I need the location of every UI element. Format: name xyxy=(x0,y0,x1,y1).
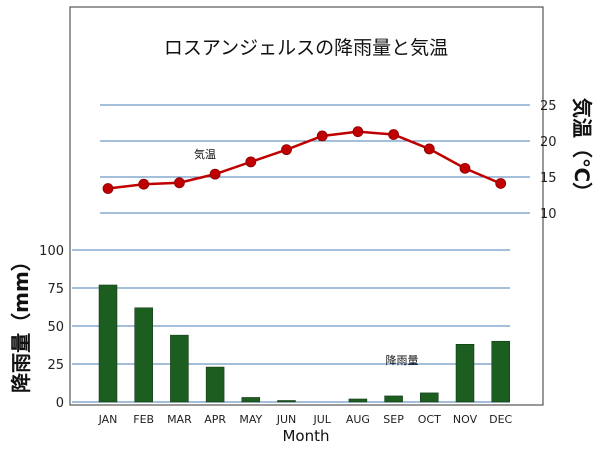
month-tick-label: AUG xyxy=(346,413,370,426)
month-tick-label: MAR xyxy=(167,413,192,426)
temperature-point xyxy=(209,168,221,180)
precipitation-bar xyxy=(277,400,296,403)
plot-frame xyxy=(69,6,544,406)
precipitation-bar xyxy=(170,334,189,403)
temperature-line xyxy=(107,130,502,190)
temperature-point xyxy=(102,183,114,194)
month-tick-label: NOV xyxy=(453,413,478,426)
precipitation-tick-label: 25 xyxy=(47,358,64,373)
precipitation-bar xyxy=(241,397,261,403)
month-tick-label: APR xyxy=(204,413,226,426)
temperature-point xyxy=(495,178,507,189)
x-axis-title: Month xyxy=(282,427,329,445)
temperature-point xyxy=(352,126,364,138)
precipitation-bar xyxy=(491,340,510,403)
temperature-series-label: 気温 xyxy=(194,147,216,161)
precipitation-tick-label: 50 xyxy=(47,320,64,335)
temperature-point xyxy=(316,130,328,142)
month-tick-label: JAN xyxy=(98,413,118,426)
precipitation-bar xyxy=(455,343,475,403)
temperature-series xyxy=(102,126,507,194)
month-tick-labels: JAN FEB MAR APR MAY JUN JUL AUG SEP OCT NOV DEC xyxy=(98,413,513,426)
precipitation-series-label: 降雨量 xyxy=(386,353,419,367)
temperature-axis-title: 気温（℃） xyxy=(570,98,594,202)
temperature-tick-label: 25 xyxy=(540,99,557,114)
precipitation-tick-label: 0 xyxy=(56,396,64,411)
month-tick-label: SEP xyxy=(383,413,404,426)
month-tick-label: JUN xyxy=(276,413,297,426)
month-tick-label: FEB xyxy=(133,413,154,426)
month-tick-label: OCT xyxy=(418,413,441,426)
temperature-tick-label: 20 xyxy=(540,135,557,150)
temperature-point xyxy=(245,156,257,168)
precipitation-tick-labels: 0 25 50 75 100 xyxy=(39,244,64,411)
temperature-point xyxy=(388,129,400,140)
precipitation-bars xyxy=(98,284,510,403)
temperature-tick-labels: 10 15 20 25 xyxy=(540,99,557,222)
month-tick-label: MAY xyxy=(239,413,262,426)
temperature-point xyxy=(138,178,150,190)
temperature-point xyxy=(423,143,435,155)
precipitation-bar xyxy=(420,392,439,403)
precipitation-axis-title: 降雨量（mm） xyxy=(9,251,33,393)
precipitation-tick-label: 100 xyxy=(39,244,64,259)
precipitation-bar xyxy=(98,284,118,403)
month-tick-label: JUL xyxy=(312,413,331,426)
precipitation-bar xyxy=(134,307,153,403)
temperature-tick-label: 10 xyxy=(540,207,557,222)
precipitation-bar xyxy=(348,398,368,403)
temperature-point xyxy=(173,177,185,189)
temperature-point xyxy=(281,144,292,156)
temperature-point xyxy=(459,162,471,174)
precipitation-bar xyxy=(205,366,225,403)
precipitation-tick-label: 75 xyxy=(47,282,64,297)
chart-title: ロスアンジェルスの降雨量と気温 xyxy=(164,37,448,59)
month-tick-label: DEC xyxy=(489,413,512,426)
precipitation-bar xyxy=(384,395,403,403)
temperature-tick-label: 15 xyxy=(540,171,557,186)
temperature-gridlines xyxy=(100,104,530,214)
